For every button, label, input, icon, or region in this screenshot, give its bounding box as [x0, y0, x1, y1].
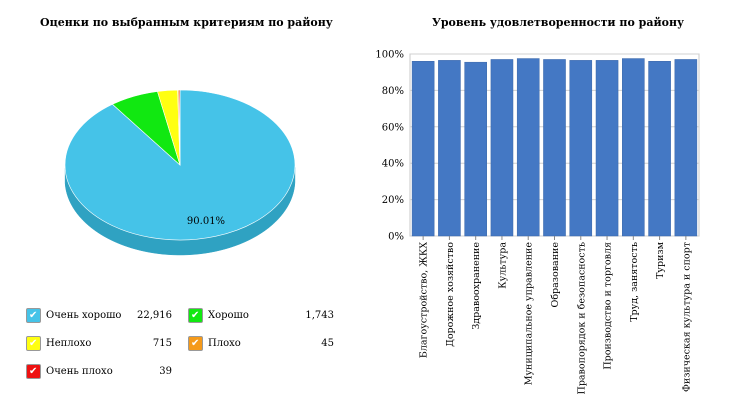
pie-slice-4	[178, 89, 181, 166]
x-tick-label: Правопорядок и безопасность	[576, 242, 587, 394]
y-tick-label: 40%	[382, 159, 404, 170]
legend-checkbox-icon[interactable]: ✔	[26, 364, 41, 379]
x-tick-label: Труд, занятость	[629, 242, 640, 322]
legend-value: 45	[321, 338, 334, 349]
x-tick-label: Физическая культура и спорт	[681, 242, 692, 392]
bar-3	[490, 59, 514, 237]
legend-checkbox-icon[interactable]: ✔	[188, 336, 203, 351]
x-tick-label: Здравоохранение	[471, 242, 482, 330]
y-tick-label: 60%	[382, 122, 404, 133]
legend-label: Хорошо	[208, 310, 249, 321]
legend-value: 1,743	[305, 310, 334, 321]
legend-checkbox-icon[interactable]: ✔	[26, 336, 41, 351]
legend-label: Очень плохо	[46, 366, 113, 377]
legend-value: 22,916	[137, 310, 172, 321]
check-icon: ✔	[191, 310, 200, 321]
check-icon: ✔	[29, 338, 38, 349]
legend-label: Очень хорошо	[46, 310, 122, 321]
bar-7	[595, 60, 619, 237]
legend-label: Неплохо	[46, 338, 92, 349]
pie-chart-title: Оценки по выбранным критериям по району	[40, 16, 333, 29]
legend-value: 715	[152, 338, 172, 349]
bar-2	[464, 61, 487, 237]
check-icon: ✔	[29, 310, 38, 321]
legend-label: Плохо	[208, 338, 241, 349]
y-tick-label: 20%	[382, 195, 404, 206]
bar-0	[411, 61, 435, 237]
x-tick-label: Культура	[497, 242, 508, 289]
bar-chart-group: 0% 20% 40% 60% 80% 100% Благоустройство, ЖКХ До…	[375, 50, 700, 394]
x-tick-label: Дорожное хозяйство	[445, 242, 456, 347]
legend-checkbox-icon[interactable]: ✔	[26, 308, 41, 323]
x-tick-label: Туризм	[655, 241, 666, 279]
bar-4	[516, 58, 540, 237]
bar-8	[622, 58, 645, 237]
y-tick-label: 0%	[388, 232, 404, 243]
y-tick-label: 100%	[375, 50, 404, 61]
bar-9	[648, 61, 671, 237]
check-icon: ✔	[29, 366, 38, 377]
bar-1	[438, 60, 461, 237]
x-tick-label: Производство и торговля	[603, 242, 614, 370]
pie-3d-group: 90.01%	[64, 89, 296, 256]
bar-10	[674, 59, 698, 237]
x-tick-label: Благоустройство, ЖКХ	[419, 242, 430, 358]
bar-5	[543, 59, 566, 237]
bar-chart-title: Уровень удовлетворенности по району	[431, 16, 685, 29]
x-tick-label: Образование	[550, 242, 561, 308]
pie-slice-0	[64, 89, 296, 241]
legend-value: 39	[159, 366, 172, 377]
x-tick-label: Муниципальное управление	[524, 242, 535, 386]
pie-data-label: 90.01%	[187, 216, 225, 227]
bar-6	[569, 60, 593, 237]
check-icon: ✔	[191, 338, 200, 349]
legend-checkbox-icon[interactable]: ✔	[188, 308, 203, 323]
y-tick-label: 80%	[382, 86, 404, 97]
